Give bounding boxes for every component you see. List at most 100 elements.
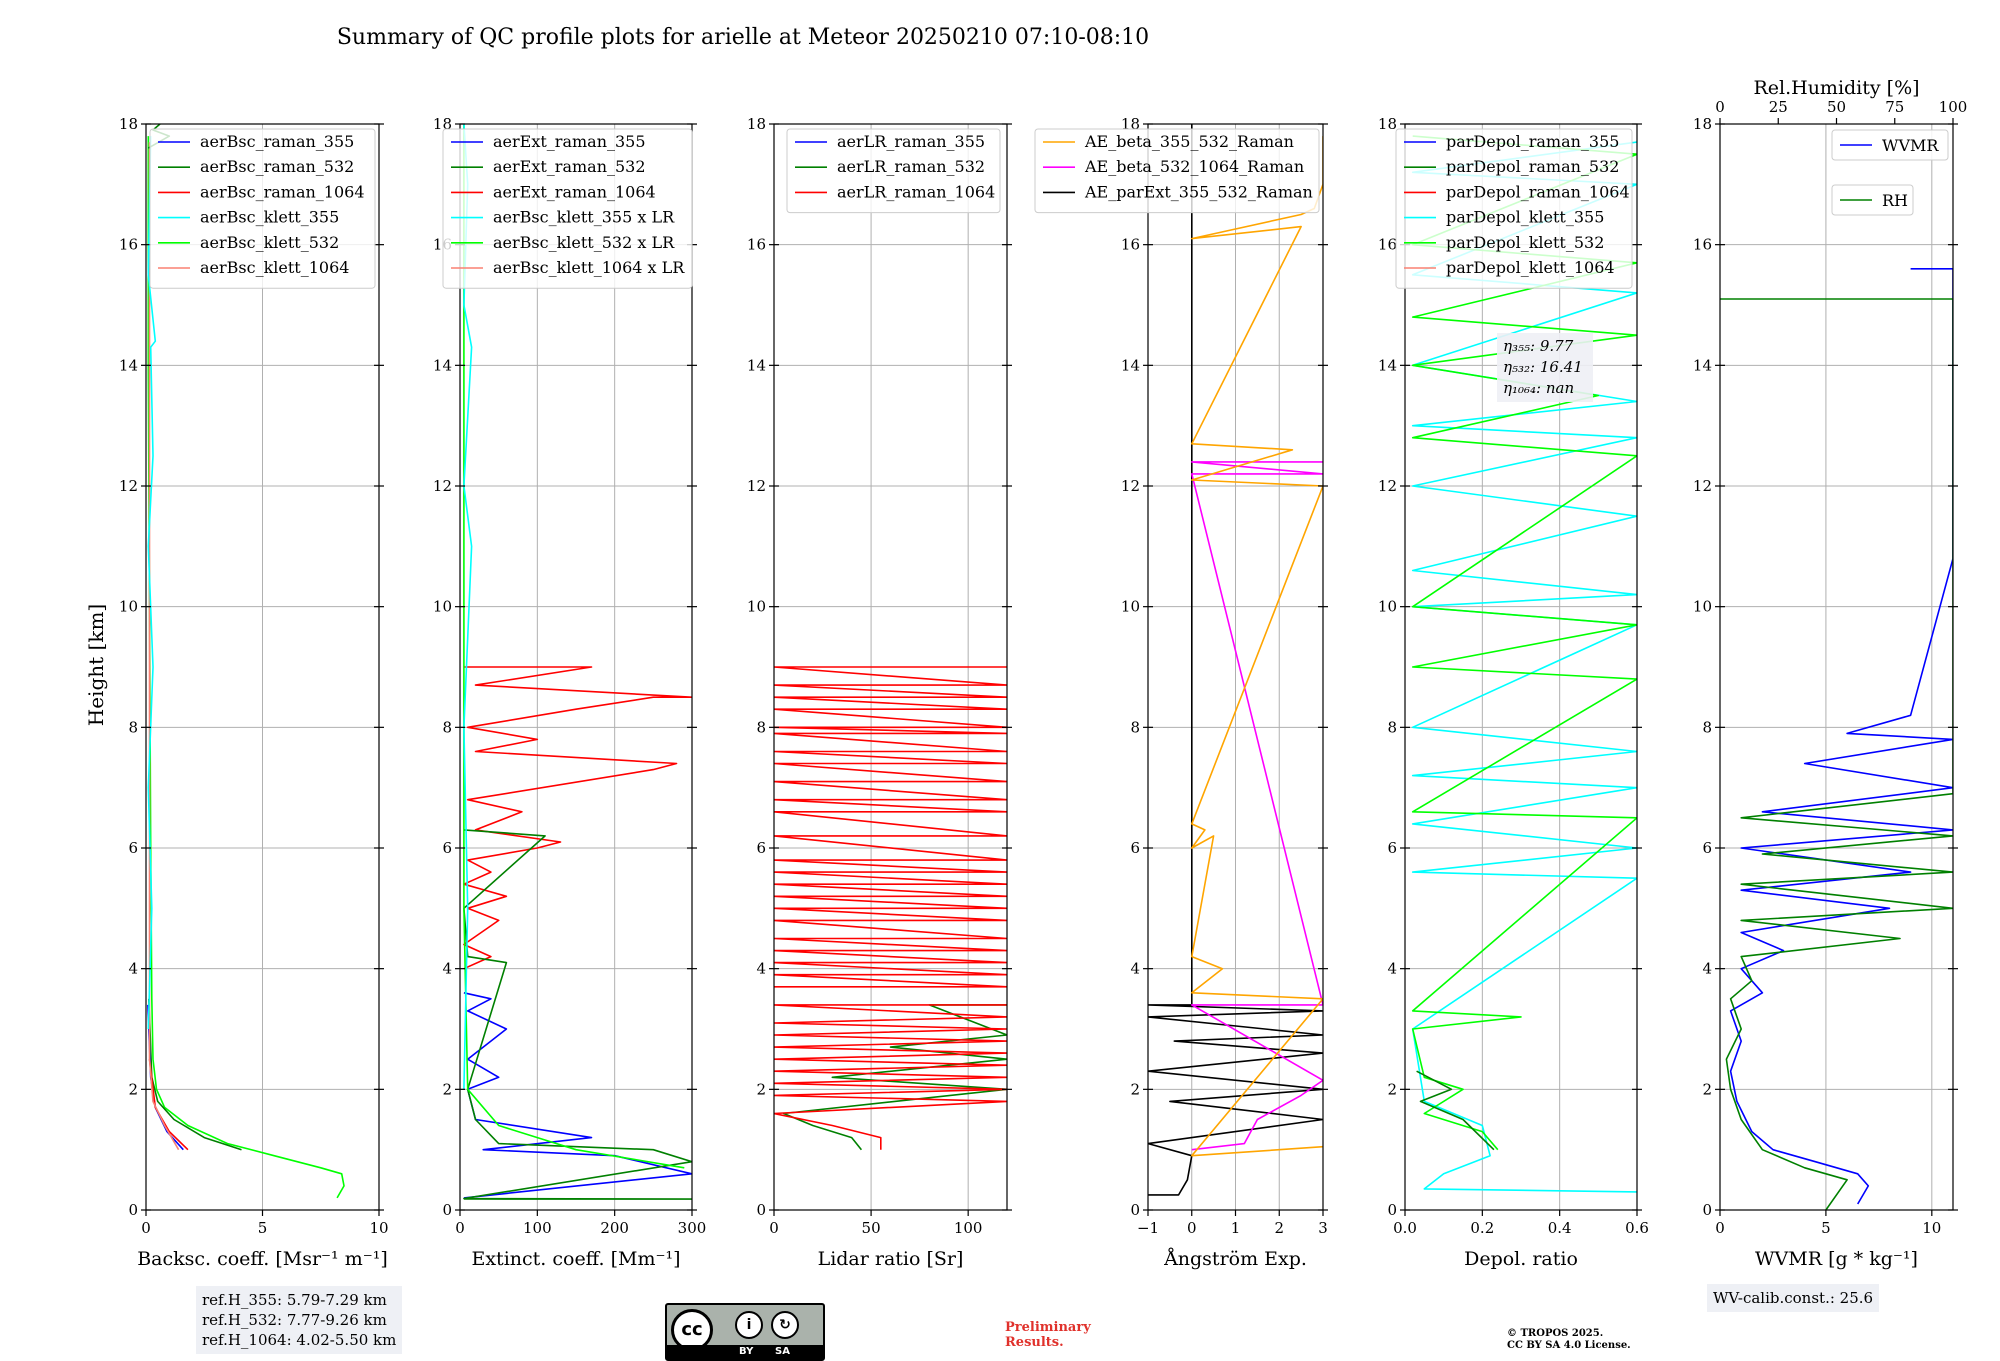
y-tick-label: 10 [1378, 598, 1397, 616]
license-sa-label: SA [775, 1346, 790, 1357]
eta-annotation-box [1497, 333, 1593, 402]
y-tick-label: 16 [1693, 236, 1712, 254]
legend-label: parDepol_klett_1064 [1446, 258, 1615, 277]
legend-label: aerBsc_klett_532 x LR [493, 233, 675, 252]
y-tick-label: 2 [128, 1080, 138, 1098]
y-tick-label: 2 [1702, 1080, 1712, 1098]
x-tick-label: 300 [678, 1219, 707, 1237]
y-tick-label: 4 [1387, 960, 1397, 978]
axes-frame [773, 123, 1008, 1211]
x-tick-label: 0.6 [1625, 1219, 1649, 1237]
y-tick-label: 14 [1121, 356, 1140, 374]
y-tick-label: 14 [1378, 356, 1397, 374]
cc-license-badge: cc i ↻ BY SA [665, 1303, 825, 1361]
x-axis-label: Lidar ratio [Sr] [818, 1248, 964, 1270]
y-tick-label: 6 [756, 839, 766, 857]
y-tick-label: 14 [119, 356, 138, 374]
series-AE_parExt_355_532_Raman [1148, 124, 1323, 1196]
legend-box [1831, 184, 1914, 216]
y-tick-label: 12 [1693, 477, 1712, 495]
legend-label: WVMR [1882, 136, 1939, 155]
y-tick-label: 10 [119, 598, 138, 616]
x-tick-label: 1 [1231, 1219, 1241, 1237]
legend-label: aerLR_raman_532 [837, 157, 985, 176]
legend-label: aerBsc_klett_1064 x LR [493, 258, 685, 277]
x-tick-label: 10 [1922, 1219, 1941, 1237]
figure-title: Summary of QC profile plots for arielle … [337, 25, 1149, 50]
y-tick-label: 6 [442, 839, 452, 857]
panel-depol: 0 2 4 6 8 10 12 14 16 18 0.0 0.2 0.4 0.6 Depol. ratio p… [1378, 115, 1649, 1270]
legend-label: aerBsc_klett_355 [200, 208, 339, 227]
y-tick-label: 0 [756, 1201, 766, 1219]
y-tick-label: 8 [128, 718, 138, 736]
y-tick-label: 10 [747, 598, 766, 616]
y-tick-label: 16 [1378, 236, 1397, 254]
series-AE_beta_355_532_Raman [1191, 136, 1323, 1157]
x-tick-label: 50 [862, 1219, 881, 1237]
y-tick-label: 10 [433, 598, 452, 616]
x-tick-label: 0 [1187, 1219, 1197, 1237]
series-group [1411, 135, 1637, 1193]
x-tick-label: 0 [141, 1219, 151, 1237]
legend-label: aerLR_raman_1064 [837, 182, 995, 201]
y-tick-label: 16 [119, 236, 138, 254]
license-by-label: BY [739, 1346, 754, 1357]
series-aerExt_raman_1064 [463, 666, 692, 970]
preliminary-watermark: Preliminary Results. [1005, 1320, 1091, 1350]
series-RH [1720, 298, 1953, 1210]
eta-annotation: η₁₀₆₄: nan [1503, 379, 1574, 397]
x-tick-label: 0 [455, 1219, 465, 1237]
y-tick-label: 4 [1130, 960, 1140, 978]
legend-label: aerExt_raman_355 [493, 132, 646, 151]
x-axis-label: Extinct. coeff. [Mm⁻¹] [471, 1248, 680, 1270]
x-axis-label: Ångström Exp. [1163, 1248, 1307, 1270]
y-tick-label: 6 [1387, 839, 1397, 857]
legend-box [149, 128, 376, 289]
legend-label: parDepol_raman_355 [1446, 132, 1619, 151]
y-tick-label: 4 [756, 960, 766, 978]
series-group [774, 666, 1007, 1151]
y-tick-label: 0 [1702, 1201, 1712, 1219]
axes-frame [459, 123, 693, 1211]
legend-label: AE_beta_532_1064_Raman [1084, 157, 1304, 176]
series-WVMR [1729, 267, 1953, 1205]
y-tick-label: 6 [1702, 839, 1712, 857]
x2-tick-label: 0 [1715, 98, 1725, 116]
share-alike-icon: ↻ [771, 1311, 799, 1339]
y-tick-label: 0 [442, 1201, 452, 1219]
y-tick-label: 2 [442, 1080, 452, 1098]
legend-box [442, 128, 693, 289]
x2-tick-label: 50 [1827, 98, 1846, 116]
x-tick-label: 0.2 [1470, 1219, 1494, 1237]
x-tick-label: 2 [1274, 1219, 1284, 1237]
x2-tick-label: 75 [1885, 98, 1904, 116]
legend-label: aerBsc_raman_355 [200, 132, 354, 151]
y-tick-label: 14 [1693, 356, 1712, 374]
series-parDepol_raman_532 [1416, 1070, 1495, 1151]
series-group [1720, 267, 1953, 1210]
legend-label: AE_parExt_355_532_Raman [1084, 182, 1313, 201]
eta-annotation: η₃₅₅: 9.77 [1503, 337, 1574, 355]
x2-axis-label: Rel.Humidity [%] [1753, 77, 1919, 99]
axes-frame [1719, 123, 1954, 1211]
series-aerBsc_klett_532 [147, 136, 345, 1199]
y-tick-label: 10 [1121, 598, 1140, 616]
y-tick-label: 8 [442, 718, 452, 736]
legend-label: aerBsc_raman_1064 [200, 182, 365, 201]
legend-box [1831, 129, 1949, 161]
wv-calib-box: WV-calib.const.: 25.6 [1707, 1284, 1880, 1312]
x-tick-label: 0.4 [1548, 1219, 1572, 1237]
legend-label: aerBsc_klett_532 [200, 233, 339, 252]
series-aerExt_raman_532 [463, 829, 692, 1200]
series-aerLR_raman_1064_hlines [774, 666, 1007, 988]
ref-height-355: ref.H_355: 5.79-7.29 km [202, 1291, 387, 1309]
x-tick-label: 100 [954, 1219, 983, 1237]
legend-label: RH [1882, 191, 1908, 210]
y-tick-label: 8 [1130, 718, 1140, 736]
series-AE_beta_532_1064_Raman [1191, 461, 1323, 1151]
legend-label: parDepol_klett_532 [1446, 233, 1604, 252]
series-group [1148, 124, 1323, 1196]
y-tick-label: 8 [756, 718, 766, 736]
